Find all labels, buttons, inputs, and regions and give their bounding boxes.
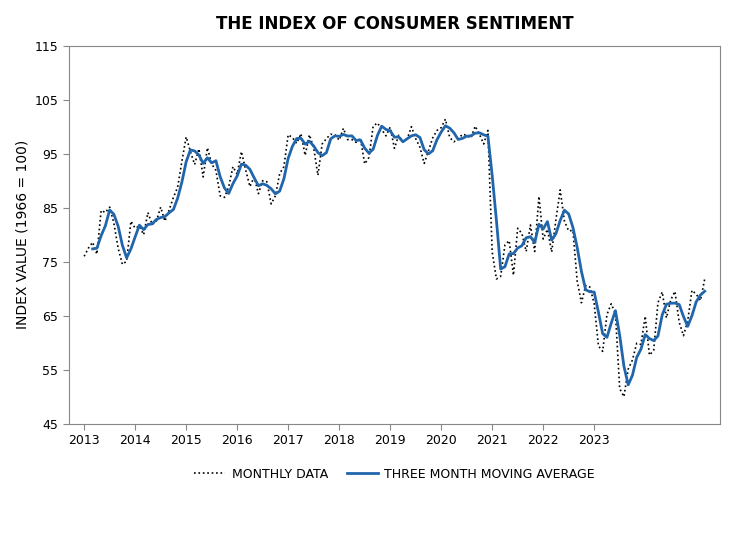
- THREE MONTH MOVING AVERAGE: [667, 300, 675, 306]
- THREE MONTH MOVING AVERAGE: [441, 123, 450, 129]
- THREE MONTH MOVING AVERAGE: [118, 242, 127, 248]
- THREE MONTH MOVING AVERAGE: [556, 217, 564, 224]
- MONTHLY DATA: [441, 116, 450, 122]
- Title: THE INDEX OF CONSUMER SENTIMENT: THE INDEX OF CONSUMER SENTIMENT: [215, 15, 573, 33]
- Line: MONTHLY DATA: MONTHLY DATA: [84, 119, 705, 397]
- THREE MONTH MOVING AVERAGE: [624, 382, 633, 388]
- MONTHLY DATA: [564, 228, 573, 234]
- THREE MONTH MOVING AVERAGE: [573, 244, 581, 251]
- THREE MONTH MOVING AVERAGE: [93, 245, 101, 252]
- MONTHLY DATA: [279, 164, 288, 170]
- Y-axis label: INDEX VALUE (1966 = 100): INDEX VALUE (1966 = 100): [15, 140, 29, 329]
- MONTHLY DATA: [420, 160, 429, 167]
- THREE MONTH MOVING AVERAGE: [445, 125, 454, 131]
- THREE MONTH MOVING AVERAGE: [88, 246, 97, 252]
- THREE MONTH MOVING AVERAGE: [700, 288, 709, 294]
- MONTHLY DATA: [573, 278, 581, 284]
- Legend: MONTHLY DATA, THREE MONTH MOVING AVERAGE: MONTHLY DATA, THREE MONTH MOVING AVERAGE: [189, 463, 600, 486]
- MONTHLY DATA: [245, 183, 254, 190]
- MONTHLY DATA: [620, 393, 628, 400]
- MONTHLY DATA: [79, 253, 88, 260]
- MONTHLY DATA: [513, 225, 522, 231]
- MONTHLY DATA: [700, 276, 709, 282]
- Line: THREE MONTH MOVING AVERAGE: THREE MONTH MOVING AVERAGE: [93, 126, 705, 385]
